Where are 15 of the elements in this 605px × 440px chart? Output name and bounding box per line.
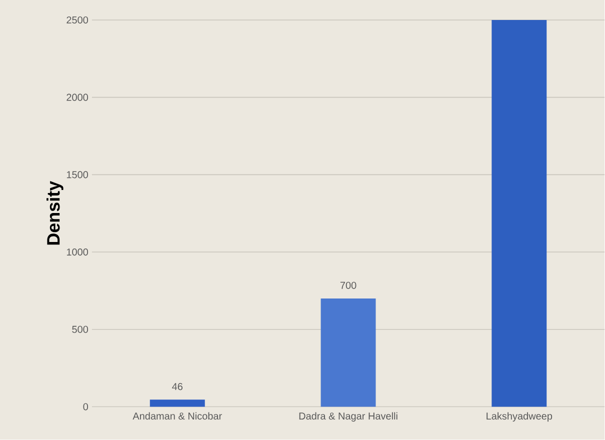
y-tick-label: 2500: [66, 16, 88, 24]
y-tick-label: 2000: [66, 94, 88, 102]
x-tick-label: Andaman & Nicobar: [132, 412, 222, 420]
y-axis-title: Density: [46, 181, 64, 245]
x-tick-label: Lakshyadweep: [486, 412, 552, 422]
x-tick-label: Dadra & Nagar Havelli: [299, 412, 398, 422]
data-label: 46: [172, 383, 183, 390]
y-tick-label: 500: [72, 326, 88, 334]
bar: [320, 298, 376, 407]
bar: [492, 20, 547, 407]
y-tick-label: 1500: [66, 171, 88, 178]
data-label: 700: [340, 282, 356, 290]
bar: [150, 400, 205, 407]
y-tick-label: 1000: [66, 248, 88, 256]
y-tick-label: 0: [83, 403, 88, 410]
